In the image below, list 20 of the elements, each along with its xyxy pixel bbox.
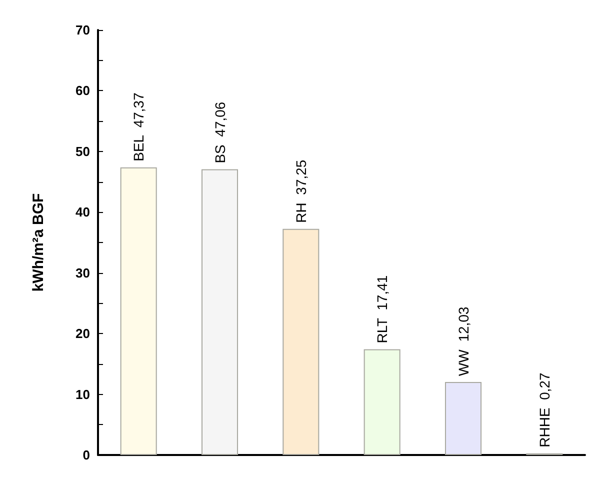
y-tick-label: 40 xyxy=(76,204,90,220)
y-tick-label: 10 xyxy=(76,386,90,402)
category-label: RH 37,25 xyxy=(292,160,309,223)
y-tick-label: 30 xyxy=(76,265,90,280)
category-label: BS 47,06 xyxy=(212,102,228,164)
y-axis-title: kWh/m²a BGF xyxy=(30,193,47,292)
category-label: RLT 17,41 xyxy=(374,275,390,344)
y-tick-label: 60 xyxy=(76,83,90,98)
y-tick-label: 20 xyxy=(76,326,90,342)
bar xyxy=(364,349,400,455)
y-tick-label: 70 xyxy=(76,22,90,38)
y-tick-label: 0 xyxy=(82,448,90,462)
bar xyxy=(120,167,157,455)
category-label: RHHE 0,27 xyxy=(536,372,552,448)
y-tick-label: 50 xyxy=(76,144,90,159)
category-label: BEL 47,37 xyxy=(130,92,147,162)
bar xyxy=(282,228,320,455)
bar xyxy=(444,382,482,455)
category-label: WW 12,03 xyxy=(455,306,472,376)
bar xyxy=(201,169,238,455)
